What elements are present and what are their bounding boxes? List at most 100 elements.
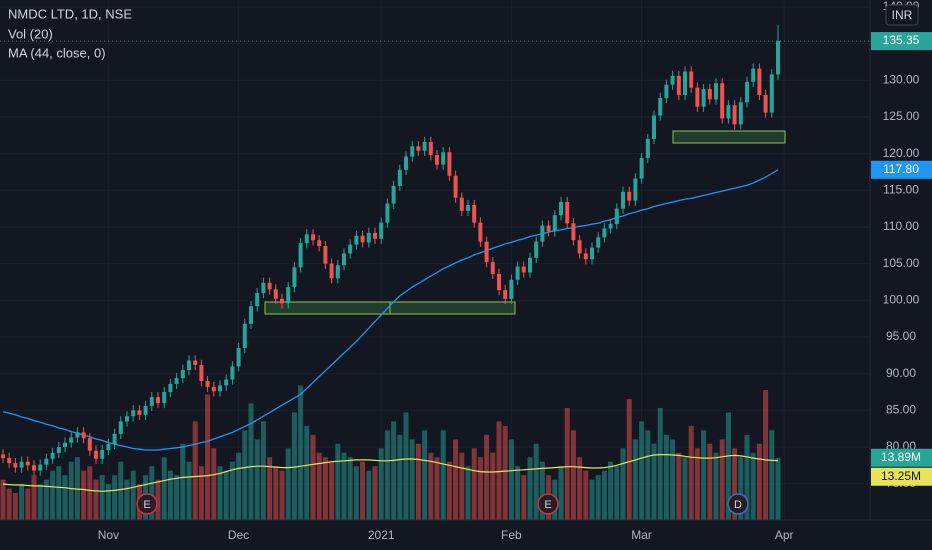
candle-body bbox=[168, 383, 173, 393]
candle-body bbox=[149, 397, 154, 406]
volume-bar bbox=[651, 443, 657, 520]
volume-bar bbox=[614, 466, 620, 520]
candle-body bbox=[459, 197, 464, 211]
price-layer bbox=[1, 25, 780, 476]
volume-bar bbox=[316, 452, 322, 520]
candle-body bbox=[100, 449, 105, 459]
volume-bar bbox=[409, 439, 415, 520]
candle-body bbox=[453, 175, 458, 198]
volume-bar bbox=[601, 470, 607, 520]
candle-body bbox=[75, 432, 80, 438]
candle-body bbox=[249, 306, 253, 324]
volume-bar bbox=[676, 452, 682, 520]
candle-body bbox=[714, 83, 718, 100]
volume-bar bbox=[459, 452, 465, 520]
candle-body bbox=[50, 452, 55, 459]
candle-body bbox=[658, 97, 663, 116]
volume-bar bbox=[229, 461, 235, 520]
volume-bar bbox=[360, 461, 366, 520]
candle-body bbox=[273, 289, 278, 299]
volume-bar bbox=[589, 479, 595, 520]
candle-body bbox=[199, 364, 204, 382]
volume-bar bbox=[304, 425, 310, 520]
candle-body bbox=[726, 105, 731, 119]
candle-body bbox=[174, 378, 179, 384]
candle-body bbox=[329, 263, 334, 279]
volume-bar bbox=[341, 452, 347, 520]
candle-body bbox=[317, 240, 322, 247]
currency[interactable]: INR bbox=[892, 8, 913, 22]
candle-body bbox=[112, 433, 117, 445]
candle-body bbox=[645, 138, 650, 159]
candle-body bbox=[602, 228, 607, 238]
volume-bar bbox=[608, 461, 614, 520]
y-tick-label: 100.00 bbox=[883, 293, 920, 307]
candle-body bbox=[540, 225, 545, 242]
volume-bar bbox=[298, 385, 304, 520]
volume-ma-last-label: 13.25M bbox=[881, 469, 921, 483]
candle-body bbox=[577, 240, 582, 254]
candle-body bbox=[732, 105, 737, 125]
volume-bar bbox=[99, 475, 105, 520]
volume-bar bbox=[217, 466, 223, 520]
candle-body bbox=[267, 282, 272, 290]
candle-body bbox=[211, 386, 216, 392]
volume-bar bbox=[310, 434, 316, 520]
volume-bar bbox=[192, 421, 198, 520]
volume-bar bbox=[521, 475, 527, 520]
volume-bar bbox=[329, 461, 335, 520]
price-axis bbox=[870, 0, 932, 520]
volume-bar bbox=[397, 434, 403, 520]
volume-bar bbox=[570, 430, 576, 520]
volume-bar bbox=[701, 430, 707, 520]
candle-body bbox=[298, 243, 303, 268]
candle-body bbox=[776, 41, 780, 75]
volume-bar bbox=[149, 466, 155, 520]
candle-body bbox=[180, 370, 185, 379]
candle-body bbox=[304, 234, 309, 244]
x-tick-label: Apr bbox=[775, 528, 794, 542]
volume-last-label: 13.89M bbox=[881, 450, 921, 464]
volume-bar bbox=[81, 470, 87, 520]
candle-body bbox=[391, 185, 396, 204]
candle-body bbox=[441, 152, 446, 165]
volume-bar bbox=[508, 439, 514, 520]
event-label: E bbox=[544, 499, 551, 511]
candle-body bbox=[639, 158, 644, 179]
candle-body bbox=[720, 83, 725, 119]
volume-bar bbox=[50, 470, 56, 520]
volume-legend: Vol (20) bbox=[8, 26, 53, 41]
candle-body bbox=[534, 241, 539, 258]
volume-ma-line bbox=[2, 454, 779, 492]
candle-body bbox=[236, 348, 241, 367]
volume-bar bbox=[186, 461, 192, 520]
volume-bar bbox=[322, 457, 328, 520]
candle-body bbox=[484, 241, 489, 263]
volume-bar bbox=[663, 434, 669, 520]
volume-bar bbox=[285, 448, 291, 520]
volume-bar bbox=[750, 452, 756, 520]
volume-bar bbox=[242, 430, 248, 520]
volume-bar bbox=[105, 484, 111, 520]
ma-legend: MA (44, close, 0) bbox=[8, 45, 106, 60]
candle-body bbox=[410, 146, 415, 157]
currency-box[interactable] bbox=[885, 4, 919, 26]
volume-bar bbox=[446, 461, 452, 520]
volume-ma-last-label-bg bbox=[871, 467, 932, 486]
volume-bar bbox=[620, 448, 626, 520]
volume-bar bbox=[694, 448, 700, 520]
candle-body bbox=[38, 464, 43, 471]
candle-body bbox=[515, 266, 520, 280]
x-tick-label: Mar bbox=[631, 528, 652, 542]
candle-body bbox=[695, 87, 700, 107]
volume-bar bbox=[267, 457, 273, 520]
candle-body bbox=[627, 191, 632, 201]
candle-body bbox=[608, 224, 613, 229]
volume-bar bbox=[378, 448, 384, 520]
volume-bar bbox=[626, 398, 632, 520]
candle-body bbox=[125, 416, 129, 422]
candle-body bbox=[342, 253, 346, 266]
y-tick-label: 95.00 bbox=[886, 329, 916, 343]
candle-body bbox=[205, 381, 210, 387]
event-marker bbox=[537, 493, 559, 515]
